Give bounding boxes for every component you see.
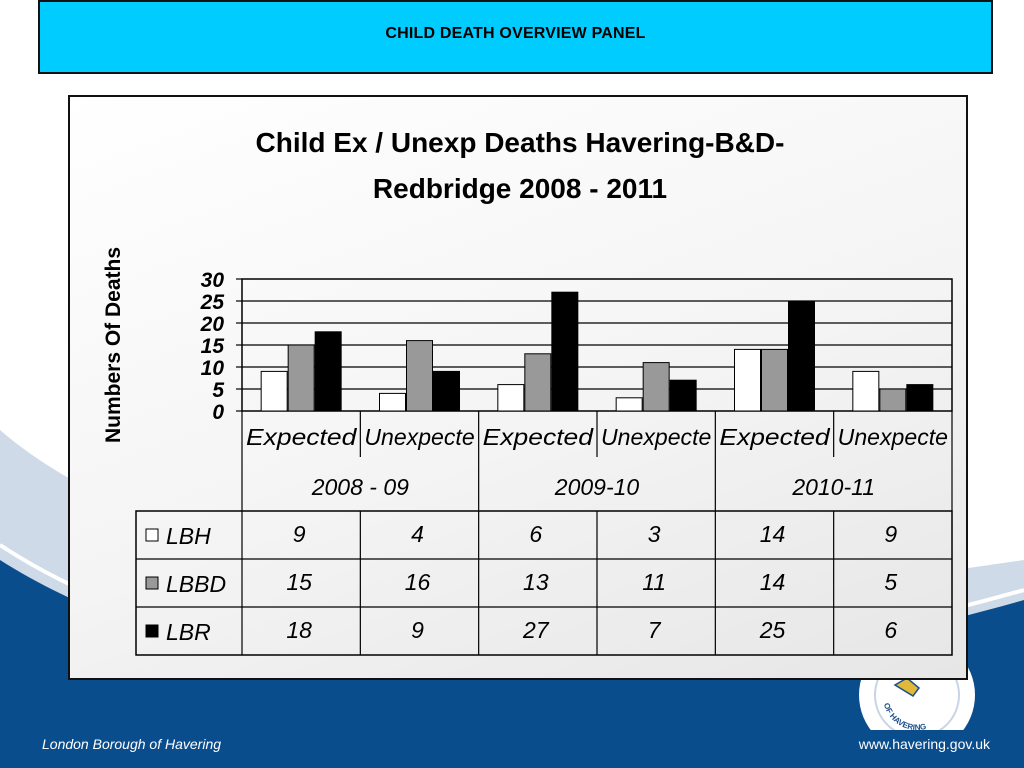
legend-swatch-lbr — [145, 624, 159, 638]
bar-lbbd — [761, 348, 788, 412]
bar-lbbd — [406, 340, 433, 412]
data-table-cell: 15 — [286, 569, 312, 595]
bar-lbr — [314, 331, 342, 412]
data-table-cell: 14 — [760, 569, 786, 595]
y-tick-label: 25 — [200, 291, 225, 314]
bar-lbh — [734, 348, 761, 412]
bar-lbbd — [287, 344, 315, 412]
data-table-frame — [135, 510, 953, 656]
bar-lbh — [497, 384, 525, 412]
data-table-cell: 11 — [642, 569, 666, 595]
data-table-cell: 9 — [884, 521, 897, 547]
page-title: CHILD DEATH OVERVIEW PANEL — [385, 25, 646, 42]
bar-lbh — [615, 397, 643, 412]
data-table-cell: 18 — [286, 617, 312, 643]
bar-lbh — [852, 370, 880, 412]
bar-lbr — [433, 370, 460, 412]
data-table-cell: 7 — [648, 617, 662, 643]
bar-lbbd — [524, 353, 552, 412]
data-table-cell: 16 — [405, 569, 431, 595]
y-tick-label: 15 — [201, 335, 225, 358]
legend-swatch-lbbd — [145, 576, 159, 590]
data-table-cell: 25 — [759, 617, 786, 643]
data-table-cell: 4 — [411, 521, 424, 547]
bar-lbbd — [879, 388, 907, 412]
bar-lbr — [669, 379, 697, 412]
chart-panel: Child Ex / Unexp Deaths Havering-B&D- Re… — [68, 95, 968, 680]
bar-lbr — [788, 300, 815, 412]
group-label: 2008 - 09 — [311, 474, 409, 500]
data-table-cell: 13 — [523, 569, 549, 595]
bar-lbr — [906, 384, 934, 412]
legend-label-lbh: LBH — [166, 523, 211, 549]
chart-title-line-1: Child Ex / Unexp Deaths Havering-B&D- — [256, 127, 785, 158]
category-label: Expected — [246, 424, 358, 450]
y-tick-label: 10 — [201, 357, 225, 380]
category-label: Expected — [483, 424, 595, 450]
y-axis-label: Numbers Of Deaths — [102, 247, 125, 443]
data-table-cell: 6 — [884, 617, 897, 643]
bar-lbh — [379, 392, 406, 412]
legend-label-lbbd: LBBD — [166, 571, 226, 597]
chart-title-line-2: Redbridge 2008 - 2011 — [373, 173, 667, 204]
y-tick-label: 5 — [212, 379, 224, 402]
bar-lbh — [260, 370, 288, 412]
header-banner: CHILD DEATH OVERVIEW PANEL — [38, 0, 993, 74]
data-table-cell: 27 — [522, 617, 550, 643]
y-tick-label: 20 — [200, 313, 225, 336]
logo-crest — [893, 677, 921, 697]
data-table-cell: 3 — [648, 521, 661, 547]
data-table-cell: 9 — [293, 521, 306, 547]
data-table-cell: 14 — [760, 521, 786, 547]
footer-organisation: London Borough of Havering — [42, 736, 222, 752]
bar-lbbd — [642, 362, 670, 412]
legend-swatch-lbh — [145, 528, 159, 542]
y-tick-label: 30 — [201, 269, 225, 292]
category-label: Unexpecte — [601, 424, 711, 450]
group-label: 2010-11 — [791, 474, 875, 500]
background-swoosh-navy — [0, 560, 1024, 768]
data-table-cell: 6 — [529, 521, 542, 547]
group-label: 2009-10 — [554, 474, 640, 500]
chart: Child Ex / Unexp Deaths Havering-B&D- Re… — [102, 127, 953, 656]
data-table-cell: 9 — [411, 617, 424, 643]
footer-website-link[interactable]: www.havering.gov.uk — [858, 736, 990, 752]
data-table-cell: 5 — [884, 569, 897, 595]
y-tick-label: 0 — [212, 401, 224, 424]
category-label: Unexpecte — [364, 424, 474, 450]
legend-label-lbr: LBR — [166, 619, 211, 645]
bar-lbr — [551, 291, 579, 412]
category-label: Unexpecte — [838, 424, 948, 450]
category-label: Expected — [719, 424, 831, 450]
